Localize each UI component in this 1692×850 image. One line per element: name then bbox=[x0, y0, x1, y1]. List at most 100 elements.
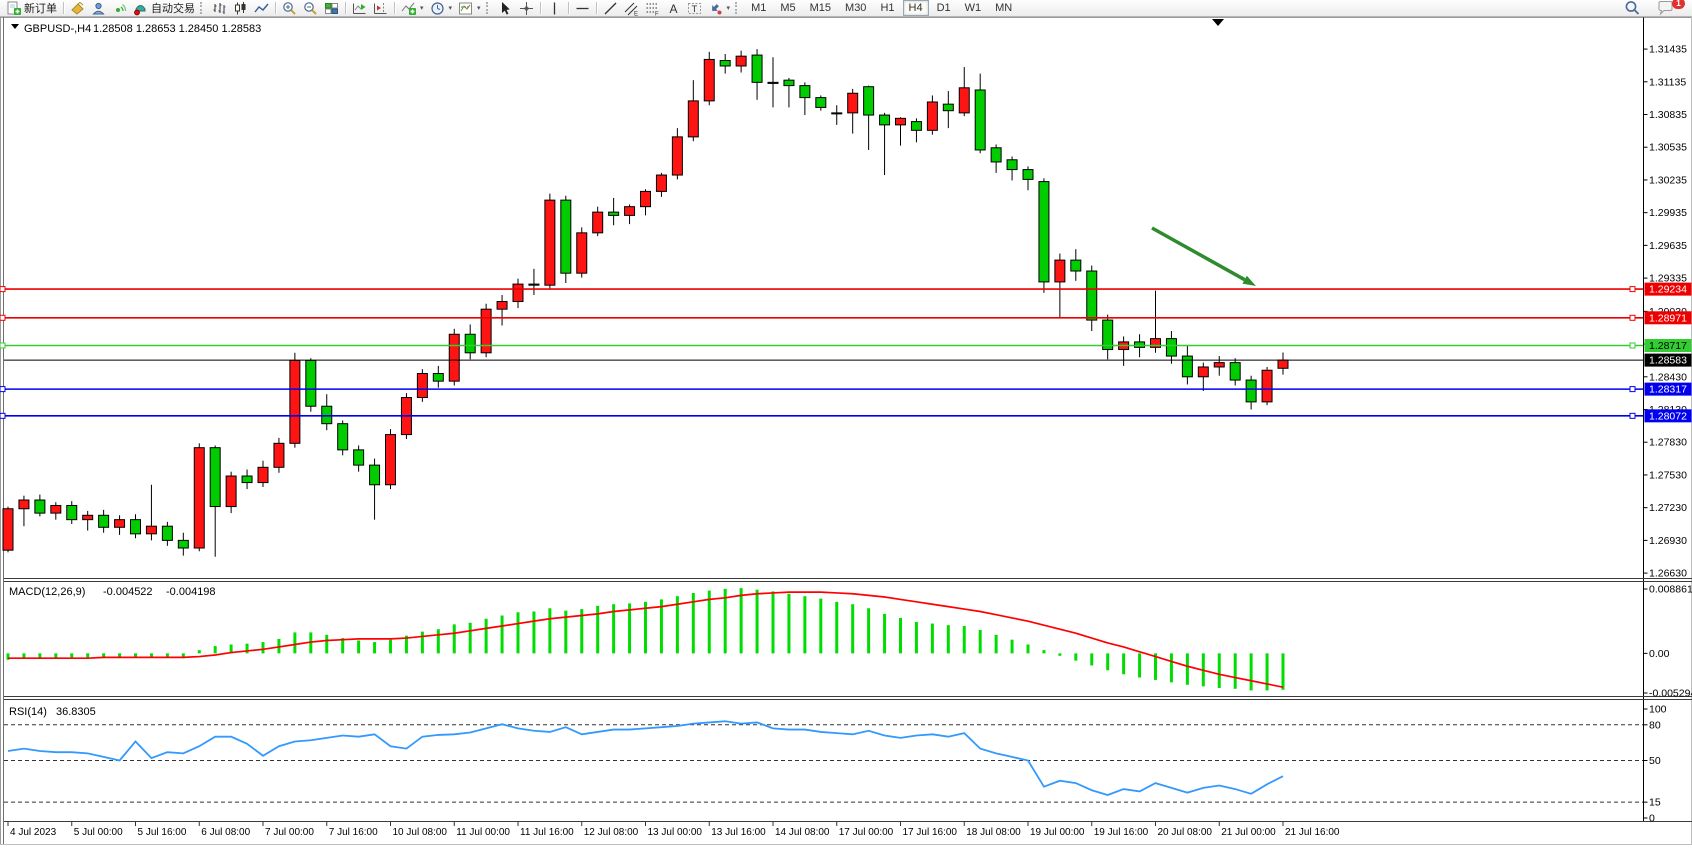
toolbar-right-tools: 1 bbox=[1621, 0, 1685, 16]
svg-text:1.31435: 1.31435 bbox=[1649, 44, 1687, 56]
svg-text:10 Jul 08:00: 10 Jul 08:00 bbox=[393, 827, 448, 838]
svg-text:19 Jul 00:00: 19 Jul 00:00 bbox=[1030, 827, 1085, 838]
cursor-button[interactable] bbox=[495, 0, 516, 16]
rsi-label: RSI(14) bbox=[9, 706, 47, 718]
crosshair-button[interactable] bbox=[516, 0, 537, 16]
svg-text:80: 80 bbox=[1649, 719, 1661, 731]
tf-button-mn[interactable]: MN bbox=[995, 2, 1013, 14]
horizontal-line-button[interactable] bbox=[572, 0, 593, 16]
svg-text:1.29234: 1.29234 bbox=[1649, 284, 1687, 296]
svg-text:12 Jul 08:00: 12 Jul 08:00 bbox=[584, 827, 639, 838]
tile-windows-button[interactable] bbox=[321, 0, 342, 16]
tf-button-h4[interactable]: H4 bbox=[902, 0, 929, 16]
toolbar-separator bbox=[567, 2, 569, 14]
trendline-button[interactable] bbox=[600, 0, 621, 16]
equidistant-channel-button[interactable]: E bbox=[621, 0, 642, 16]
new-order-button[interactable]: 新订单 bbox=[3, 0, 60, 16]
fibonacci-button[interactable]: F bbox=[642, 0, 663, 16]
chart-bars-button[interactable] bbox=[209, 0, 230, 16]
auto-scroll-button[interactable] bbox=[349, 0, 370, 16]
auto-trading-button[interactable]: 自动交易 bbox=[130, 0, 198, 16]
tf-button-m1[interactable]: M1 bbox=[751, 2, 767, 14]
chevron-down-icon: ▾ bbox=[726, 5, 731, 12]
svg-text:5 Jul 16:00: 5 Jul 16:00 bbox=[138, 827, 187, 838]
broadcast-button[interactable] bbox=[109, 0, 130, 16]
svg-text:1.28583: 1.28583 bbox=[1649, 355, 1687, 367]
svg-text:1.30535: 1.30535 bbox=[1649, 142, 1687, 154]
svg-text:1.28430: 1.28430 bbox=[1649, 371, 1687, 383]
svg-text:50: 50 bbox=[1649, 755, 1661, 767]
tf-button-m30[interactable]: M30 bbox=[845, 2, 867, 14]
fibonacci-icon: F bbox=[646, 3, 659, 16]
paint-bucket-icon bbox=[71, 1, 84, 15]
chart-shift-button[interactable] bbox=[370, 0, 391, 16]
svg-text:21 Jul 00:00: 21 Jul 00:00 bbox=[1221, 827, 1276, 838]
horizontal-line-objects[interactable]: 1.29234 1.28971 1.28717 1.28317 1.28072 bbox=[0, 282, 1692, 423]
new-order-label: 新订单 bbox=[24, 3, 57, 15]
tf-button-w1[interactable]: W1 bbox=[964, 2, 982, 14]
chart-candles-button[interactable] bbox=[230, 0, 251, 16]
chat-bubble-icon bbox=[1658, 0, 1673, 16]
svg-text:1.30235: 1.30235 bbox=[1649, 174, 1687, 186]
svg-text:5 Jul 00:00: 5 Jul 00:00 bbox=[74, 827, 123, 838]
svg-text:E: E bbox=[634, 11, 638, 16]
svg-text:1.29635: 1.29635 bbox=[1649, 240, 1687, 252]
notification-badge: 1 bbox=[1672, 0, 1685, 9]
tf-button-d1[interactable]: D1 bbox=[936, 2, 951, 14]
search-button[interactable] bbox=[1621, 0, 1644, 16]
chart-title-symbol: GBPUSD-,H4 bbox=[24, 23, 91, 35]
macd-label: MACD(12,26,9) bbox=[9, 586, 85, 598]
tf-button-h1[interactable]: H1 bbox=[880, 2, 895, 14]
svg-text:0: 0 bbox=[1649, 813, 1655, 825]
auto-scroll-icon bbox=[353, 3, 366, 14]
svg-text:15: 15 bbox=[1649, 797, 1661, 809]
svg-text:1.27830: 1.27830 bbox=[1649, 437, 1687, 449]
cursor-arrow-icon bbox=[501, 1, 510, 15]
periods-button[interactable]: ▾ bbox=[427, 0, 456, 16]
toolbar-grip[interactable] bbox=[735, 2, 740, 14]
notifications-button[interactable]: 1 bbox=[1654, 0, 1685, 16]
bid-price-line: 1.28583 bbox=[4, 353, 1692, 367]
svg-text:T: T bbox=[691, 4, 697, 15]
chart-shift-marker-icon[interactable] bbox=[1212, 19, 1224, 26]
chart-shift-icon bbox=[374, 2, 387, 14]
indicators-button[interactable]: ▾ bbox=[398, 0, 427, 16]
arrows-shapes-button[interactable]: ▾ bbox=[705, 0, 734, 16]
profile-button[interactable] bbox=[88, 0, 109, 16]
indicators-icon bbox=[401, 2, 416, 15]
tf-button-m5[interactable]: M5 bbox=[780, 2, 796, 14]
vertical-line-button[interactable] bbox=[544, 0, 565, 16]
chart-collapse-icon[interactable] bbox=[11, 24, 19, 29]
time-axis[interactable]: 4 Jul 2023 5 Jul 00:00 5 Jul 16:00 6 Jul 08… bbox=[7, 822, 1340, 838]
main-toolbar: 新订单 自动交易 ▾ ▾ bbox=[0, 0, 1692, 17]
svg-text:1.28717: 1.28717 bbox=[1649, 340, 1687, 352]
zoom-in-button[interactable] bbox=[279, 0, 300, 16]
search-icon bbox=[1625, 1, 1640, 15]
chart-title-ohlc: 1.28508 1.28653 1.28450 1.28583 bbox=[93, 23, 261, 35]
chart-style-button[interactable] bbox=[67, 0, 88, 16]
svg-text:1.30835: 1.30835 bbox=[1649, 109, 1687, 121]
chart-frame bbox=[0, 17, 1692, 845]
tf-button-m15[interactable]: M15 bbox=[809, 2, 832, 14]
toolbar-grip[interactable] bbox=[200, 2, 205, 14]
svg-text:17 Jul 00:00: 17 Jul 00:00 bbox=[839, 827, 894, 838]
svg-text:13 Jul 00:00: 13 Jul 00:00 bbox=[648, 827, 703, 838]
svg-text:14 Jul 08:00: 14 Jul 08:00 bbox=[775, 827, 830, 838]
zoom-out-button[interactable] bbox=[300, 0, 321, 16]
toolbar-grip[interactable] bbox=[485, 2, 491, 14]
svg-text:21 Jul 16:00: 21 Jul 16:00 bbox=[1285, 827, 1340, 838]
svg-text:11 Jul 16:00: 11 Jul 16:00 bbox=[520, 827, 574, 838]
svg-text:1.27530: 1.27530 bbox=[1649, 469, 1687, 481]
chart-line-button[interactable] bbox=[251, 0, 272, 16]
trend-arrow-annotation[interactable] bbox=[1151, 226, 1256, 286]
channel-icon: E bbox=[624, 2, 638, 16]
macd-value-main: -0.004522 bbox=[103, 586, 153, 598]
templates-button[interactable]: ▾ bbox=[455, 0, 484, 16]
chevron-down-icon: ▾ bbox=[448, 5, 453, 12]
svg-text:1.29335: 1.29335 bbox=[1649, 273, 1687, 285]
text-button[interactable]: A bbox=[663, 0, 684, 16]
auto-trading-icon bbox=[134, 4, 146, 15]
text-label-button[interactable]: T bbox=[684, 0, 705, 16]
svg-text:19 Jul 16:00: 19 Jul 16:00 bbox=[1094, 827, 1149, 838]
